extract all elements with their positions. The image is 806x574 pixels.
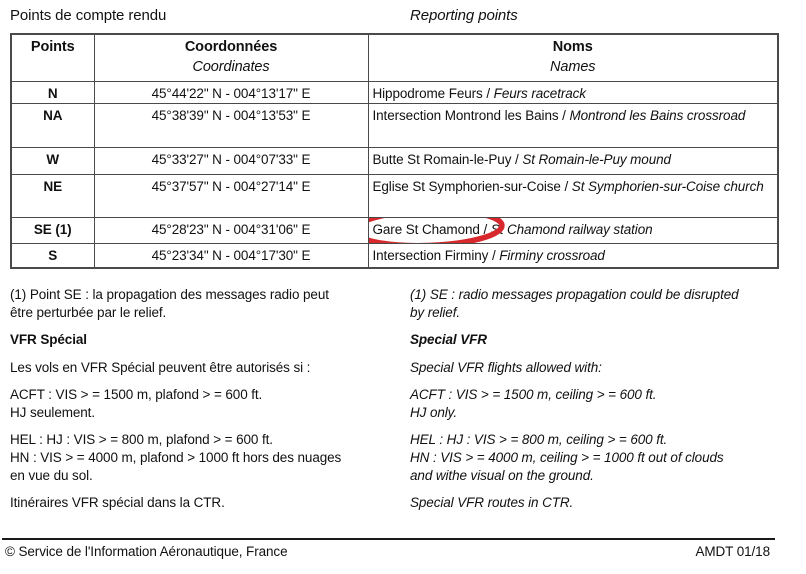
table-row: N 45°44'22" N - 004°13'17" E Hippodrome … [10,81,779,104]
section-title-english: Reporting points [410,7,518,24]
vfr-special-heading-en: Special VFR [410,332,487,347]
point-coordinates: 45°44'22" N - 004°13'17" E [93,81,369,104]
section-title-french: Points de compte rendu [10,7,167,24]
table-row: NE 45°37'57" N - 004°27'14" E Eglise St … [10,174,779,218]
point-coordinates: 45°33'27" N - 004°07'33" E [93,147,369,175]
circled-text-wrap: Gare St Chamond [369,218,505,243]
header-points: Points [10,33,95,82]
hel-conditions-en: HEL : HJ : VIS > = 800 m, ceiling > = 60… [410,432,724,483]
point-code: NE [10,174,95,218]
point-code: N [10,81,95,104]
table-row: S 45°23'34" N - 004°17'30" E Intersectio… [10,243,779,268]
point-name: Gare St Chamond / St Chamond railway sta… [367,217,779,244]
point-code: W [10,147,95,175]
point-name: Intersection Montrond les Bains / Montro… [367,103,779,148]
point-coordinates: 45°28'23" N - 004°31'06" E [93,217,369,244]
footer-divider [2,538,775,540]
point-name: Intersection Firminy / Firminy crossroad [367,243,779,268]
table-row-circled: SE (1) 45°28'23" N - 004°31'06" E Gare S… [10,217,779,244]
notes-column-french: (1) Point SE : la propagation des messag… [10,286,402,521]
hel-conditions-fr: HEL : HJ : VIS > = 800 m, plafond > = 60… [10,432,342,483]
note-se-fr: (1) Point SE : la propagation des messag… [10,287,329,320]
reporting-points-table: Points Coordonnées Coordinates Noms Names … [10,33,779,269]
table-row: W 45°33'27" N - 004°07'33" E Butte St Ro… [10,147,779,175]
point-name: Hippodrome Feurs / Feurs racetrack [367,81,779,104]
amendment-number: AMDT 01/18 [695,544,770,559]
notes-column-english: (1) SE : radio messages propagation coul… [410,286,802,521]
point-code: S [10,243,95,268]
vfr-intro-fr: Les vols en VFR Spécial peuvent être aut… [10,360,311,375]
vfr-intro-en: Special VFR flights allowed with: [410,360,602,375]
table-row: NA 45°38'39" N - 004°13'53" E Intersecti… [10,103,779,148]
point-coordinates: 45°38'39" N - 004°13'53" E [93,103,369,148]
note-se-en: (1) SE : radio messages propagation coul… [410,287,739,320]
point-coordinates: 45°37'57" N - 004°27'14" E [93,174,369,218]
point-code: SE (1) [10,217,95,244]
acft-conditions-fr: ACFT : VIS > = 1500 m, plafond > = 600 f… [10,387,263,420]
itineraries-fr: Itinéraires VFR spécial dans la CTR. [10,495,225,510]
point-coordinates: 45°23'34" N - 004°17'30" E [93,243,369,268]
copyright-notice: © Service de l'Information Aéronautique,… [5,544,288,559]
table-header-row: Points Coordonnées Coordinates Noms Names [10,33,779,82]
point-code: NA [10,103,95,148]
header-coordinates: Coordonnées Coordinates [93,33,369,82]
point-name: Butte St Romain-le-Puy / St Romain-le-Pu… [367,147,779,175]
header-names: Noms Names [367,33,779,82]
vfr-special-heading-fr: VFR Spécial [10,332,87,347]
acft-conditions-en: ACFT : VIS > = 1500 m, ceiling > = 600 f… [410,387,657,420]
itineraries-en: Special VFR routes in CTR. [410,495,574,510]
point-name: Eglise St Symphorien-sur-Coise / St Symp… [367,174,779,218]
